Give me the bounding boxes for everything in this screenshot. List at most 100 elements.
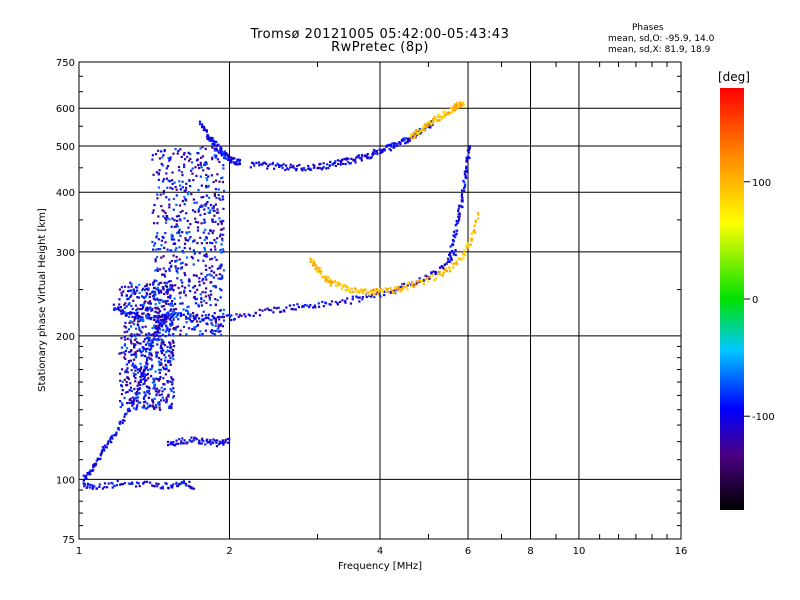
data-point <box>268 308 271 312</box>
data-point <box>258 308 261 311</box>
data-point <box>203 248 207 251</box>
data-point <box>95 487 98 490</box>
data-point <box>162 178 166 181</box>
data-point <box>168 218 171 221</box>
data-point <box>148 337 151 340</box>
data-point <box>402 284 405 287</box>
data-point <box>463 172 466 176</box>
data-point <box>224 438 227 442</box>
data-point <box>210 174 213 177</box>
data-point <box>440 117 444 121</box>
data-point <box>206 200 209 204</box>
data-point <box>339 161 343 164</box>
data-point <box>151 211 154 214</box>
data-point <box>182 325 186 329</box>
data-point <box>215 144 219 147</box>
data-point <box>155 404 158 407</box>
data-point <box>127 377 130 381</box>
data-point <box>407 281 410 285</box>
data-point <box>207 167 211 170</box>
data-point <box>156 306 159 309</box>
data-point <box>142 404 146 407</box>
data-point <box>161 156 164 159</box>
data-point <box>333 161 336 164</box>
data-point <box>160 239 164 242</box>
data-point <box>200 184 203 187</box>
data-point <box>129 482 132 485</box>
data-point <box>174 185 177 189</box>
data-point <box>181 180 184 183</box>
data-point <box>452 251 456 254</box>
data-point <box>153 378 156 382</box>
data-point <box>218 315 221 319</box>
data-point <box>163 281 166 284</box>
data-point <box>164 334 167 338</box>
data-point <box>373 148 376 152</box>
data-point <box>341 299 344 302</box>
data-point <box>226 437 229 441</box>
data-point <box>222 156 226 160</box>
data-point <box>354 287 357 290</box>
data-point <box>178 292 181 295</box>
data-point <box>128 409 132 412</box>
data-point <box>393 143 396 147</box>
data-point <box>143 406 146 409</box>
data-point <box>450 257 453 260</box>
data-point <box>88 471 91 474</box>
data-point <box>402 137 405 140</box>
data-point <box>158 406 161 409</box>
data-point <box>244 315 247 318</box>
data-point <box>176 152 179 155</box>
data-point <box>420 279 424 282</box>
data-point <box>308 167 311 170</box>
data-point <box>309 304 312 307</box>
data-point <box>172 289 175 292</box>
data-point <box>161 347 164 350</box>
data-point <box>160 358 163 361</box>
data-point <box>221 315 224 318</box>
data-point <box>167 313 170 316</box>
data-point <box>175 223 178 226</box>
data-point <box>200 242 203 245</box>
data-point <box>191 209 195 212</box>
data-point <box>197 152 200 155</box>
data-point <box>157 238 160 241</box>
data-point <box>199 147 202 150</box>
data-point <box>163 353 166 356</box>
data-point <box>183 271 186 275</box>
data-point <box>110 441 113 444</box>
data-point <box>150 334 153 337</box>
data-point <box>313 264 316 267</box>
data-point <box>450 258 453 261</box>
data-point <box>378 293 381 296</box>
data-point <box>124 357 127 361</box>
data-point <box>158 309 162 313</box>
data-point <box>151 308 154 312</box>
data-point <box>171 333 175 336</box>
data-point <box>196 241 199 245</box>
data-point <box>157 321 160 324</box>
data-point <box>325 167 328 170</box>
data-point <box>170 308 173 311</box>
data-point <box>172 197 175 201</box>
data-point <box>118 288 122 291</box>
data-point <box>119 305 123 309</box>
data-point <box>213 147 216 150</box>
data-point <box>193 252 196 255</box>
data-point <box>164 356 167 359</box>
data-point <box>133 319 136 322</box>
data-point <box>357 156 360 159</box>
data-point <box>432 119 435 122</box>
data-point <box>312 166 316 169</box>
data-point <box>216 299 219 302</box>
data-point <box>220 277 224 280</box>
data-point <box>193 201 196 204</box>
data-point <box>387 143 391 146</box>
data-point <box>146 314 149 317</box>
data-point <box>191 328 194 331</box>
data-point <box>170 225 173 228</box>
data-point <box>461 200 464 203</box>
data-point <box>152 401 155 404</box>
data-point <box>173 297 176 300</box>
